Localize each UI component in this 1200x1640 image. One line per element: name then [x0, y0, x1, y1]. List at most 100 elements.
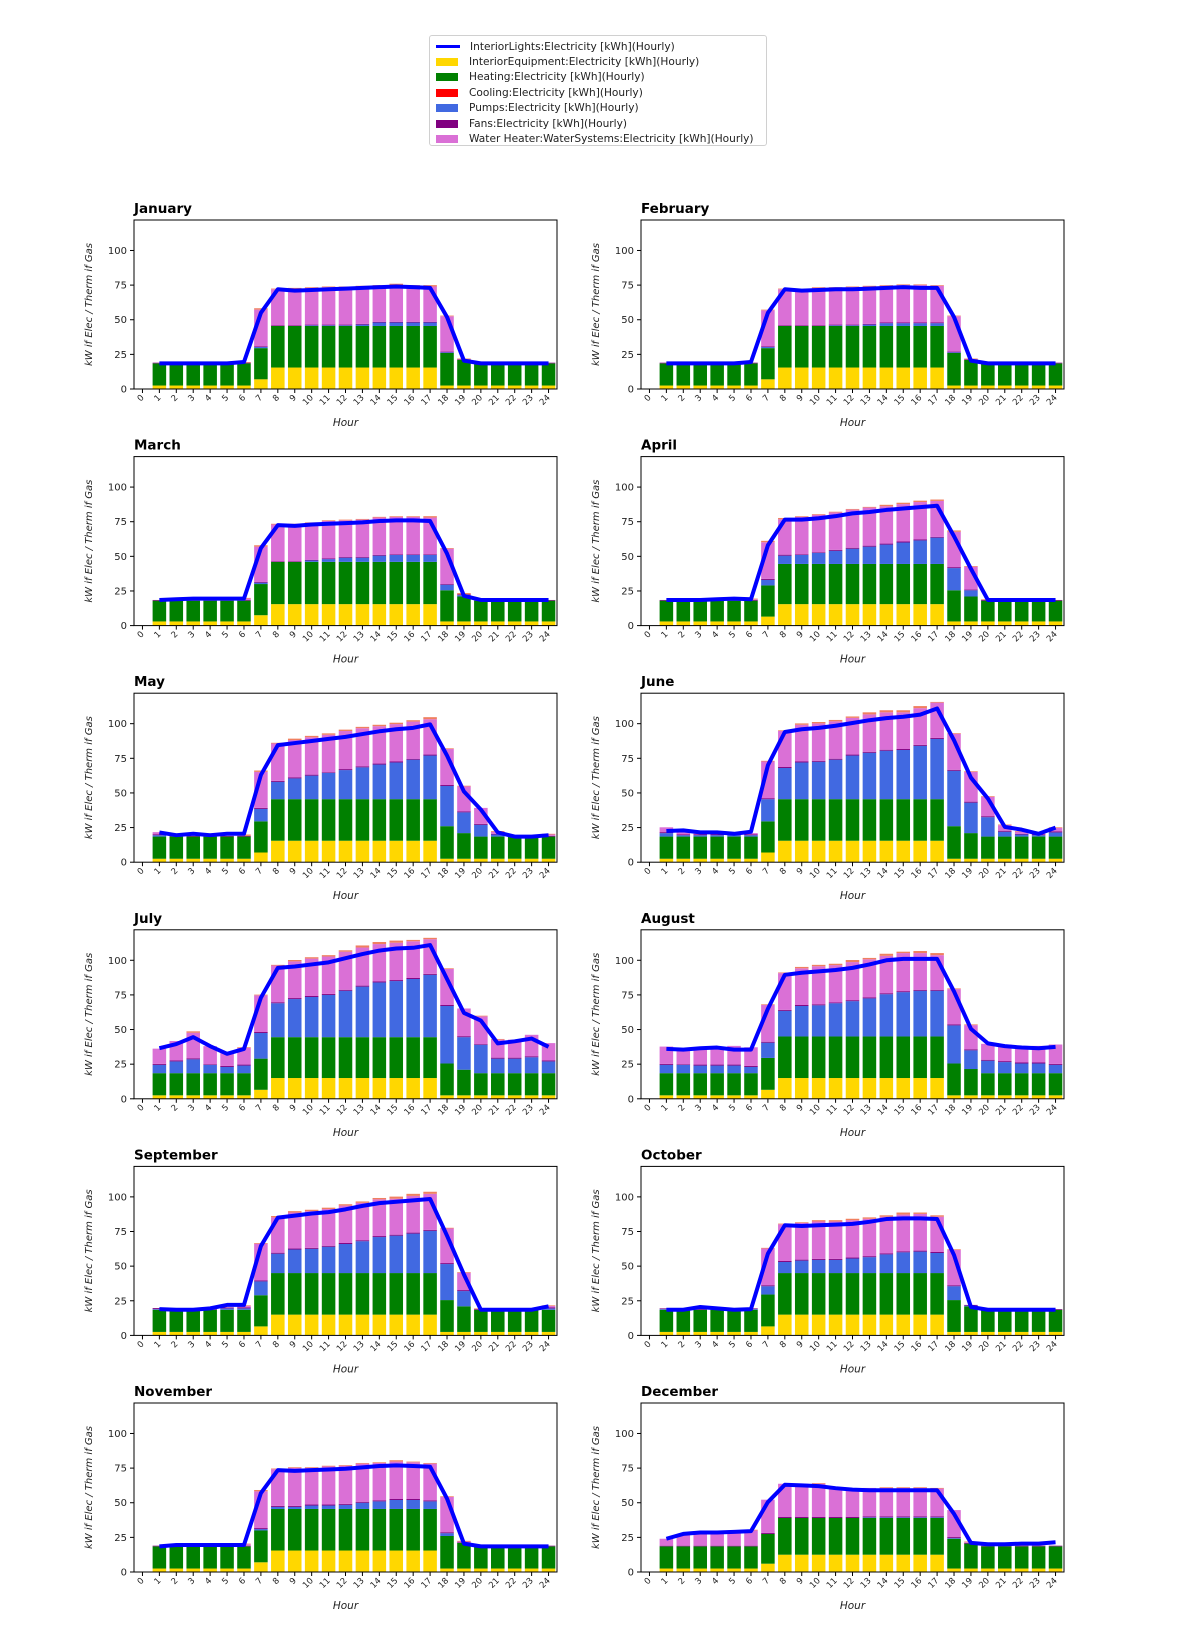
bar-heating [423, 1508, 437, 1551]
bar-pumps [676, 835, 691, 837]
bar-pumps [761, 347, 775, 349]
bar-pumps [879, 1254, 894, 1274]
bar-heating [930, 1036, 944, 1079]
x-tick-label: 14 [369, 1103, 384, 1118]
bar-equipment [862, 840, 877, 863]
bar-equipment [271, 1078, 285, 1099]
bar-pumps [321, 325, 336, 326]
y-tick-label: 75 [114, 754, 127, 765]
bar-equipment [693, 1568, 707, 1572]
bar-equipment [879, 604, 894, 626]
bar-heating [811, 1036, 826, 1079]
bar-fans [304, 1247, 319, 1249]
x-tick-label: 21 [994, 630, 1009, 645]
bar-heating [659, 836, 674, 859]
bar-equipment [524, 1095, 539, 1099]
bar-heating [828, 325, 843, 368]
bar-heating [355, 799, 370, 841]
bar-fans [879, 322, 894, 324]
bar-pumps [913, 990, 927, 1037]
bar-equipment [372, 604, 387, 626]
bar-equipment [828, 1554, 843, 1572]
x-tick-label: 14 [369, 393, 384, 408]
bar-heating [896, 563, 911, 605]
y-tick-label: 0 [628, 1568, 634, 1579]
bar-heating [507, 1073, 522, 1096]
bar-fans [896, 749, 911, 750]
bar-cooling [304, 287, 319, 288]
bar-fans [355, 766, 370, 768]
y-tick-label: 100 [615, 246, 634, 257]
bar-heating [491, 1073, 505, 1096]
bar-equipment [778, 604, 792, 626]
y-tick-label: 100 [108, 1429, 127, 1440]
legend-label: Cooling:Electricity [kWh](Hourly) [469, 86, 643, 99]
bar-fans [794, 1259, 809, 1261]
bar-fans [862, 1516, 877, 1518]
bar-pumps [304, 775, 319, 800]
bar-heating [406, 561, 420, 605]
x-tick-label: 7 [761, 393, 772, 404]
bar-pumps [828, 550, 843, 564]
bar-water_heater [811, 723, 826, 761]
bar-water_heater [913, 953, 927, 990]
bar-pumps [913, 323, 927, 326]
panel-title: May [134, 674, 165, 690]
bar-cooling [389, 283, 404, 286]
bar-pumps [389, 762, 404, 800]
bar-equipment [964, 1568, 978, 1572]
bar-water_heater [862, 1487, 877, 1517]
bar-heating [879, 1273, 894, 1315]
bar-fans [761, 1285, 775, 1287]
bar-equipment [491, 1331, 505, 1336]
bar-equipment [879, 367, 894, 389]
bar-equipment [981, 858, 995, 863]
bar-fans [338, 1243, 353, 1244]
bar-equipment [930, 1314, 944, 1336]
bar-pumps [981, 1060, 995, 1074]
bar-pumps [389, 1499, 404, 1509]
bar-fans [1048, 831, 1063, 833]
bar-equipment [169, 1095, 184, 1099]
lights-line [159, 284, 549, 366]
bar-water_heater [727, 1530, 741, 1546]
bar-water_heater [321, 521, 336, 559]
bar-pumps [372, 982, 387, 1038]
bar-heating [710, 1073, 724, 1096]
bar-equipment [203, 385, 217, 389]
bar-pumps [659, 1064, 674, 1074]
x-tick-label: 15 [893, 1576, 908, 1591]
bar-cooling [321, 955, 336, 957]
x-tick-label: 18 [943, 393, 958, 408]
bar-pumps [321, 559, 336, 562]
bar-fans [406, 759, 420, 760]
bar-water_heater [304, 287, 319, 325]
bar-heating [220, 1546, 234, 1569]
y-tick-label: 100 [615, 483, 634, 494]
bar-equipment [491, 621, 505, 626]
bar-heating [474, 363, 488, 386]
bar-fans [862, 751, 877, 753]
x-tick-label: 5 [220, 393, 231, 404]
bar-pumps [862, 1257, 877, 1274]
bar-equipment [947, 1331, 961, 1336]
bar-cooling [440, 1227, 454, 1229]
bar-water_heater [287, 740, 302, 778]
y-tick-label: 75 [621, 517, 634, 528]
bar-heating [423, 1273, 437, 1315]
x-tick-label: 19 [453, 866, 468, 881]
bar-equipment [169, 1331, 184, 1336]
bar-fans [152, 1308, 167, 1310]
bar-fans [372, 554, 387, 556]
bar-heating [947, 352, 961, 386]
bar-cooling [338, 1204, 353, 1206]
bar-heating [220, 600, 234, 622]
bar-equipment [338, 1550, 353, 1572]
x-tick-label: 4 [203, 393, 214, 404]
bar-water_heater [879, 506, 894, 544]
bar-pumps [676, 1064, 691, 1074]
bar-heating [474, 1073, 488, 1096]
bar-fans [778, 767, 792, 768]
bar-cooling [338, 1465, 353, 1466]
bar-cooling [287, 1467, 302, 1468]
